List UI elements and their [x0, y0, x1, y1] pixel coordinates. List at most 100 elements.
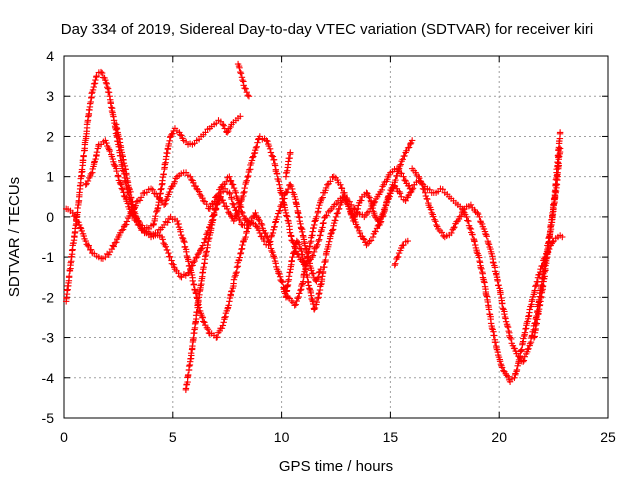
data-point [228, 287, 236, 295]
data-point [315, 274, 322, 281]
data-point [424, 195, 431, 203]
data-point [193, 308, 201, 316]
y-tick-label: -3 [42, 330, 55, 346]
data-point [113, 239, 120, 246]
data-point [276, 270, 283, 278]
data-point [377, 219, 384, 226]
data-point [265, 241, 272, 249]
data-point [319, 273, 326, 280]
chart-title: Day 334 of 2019, Sidereal Day-to-day VTE… [61, 21, 593, 38]
data-point [244, 173, 251, 181]
data-point [153, 208, 160, 216]
data-point [243, 221, 250, 229]
data-point [399, 156, 406, 163]
data-point [228, 195, 235, 203]
data-point [160, 221, 168, 229]
data-point [308, 267, 315, 274]
data-point [185, 269, 193, 276]
data-point [526, 306, 533, 313]
data-point [218, 325, 226, 332]
data-point [358, 197, 365, 204]
data-point [270, 156, 278, 163]
data-point [216, 193, 224, 200]
data-point [166, 253, 174, 260]
data-point [309, 252, 317, 259]
data-point [88, 90, 95, 97]
data-point [351, 212, 359, 220]
data-point [286, 269, 294, 276]
data-point [179, 234, 186, 241]
data-point [341, 193, 348, 200]
data-point [314, 208, 322, 215]
data-point [135, 218, 143, 226]
data-point [76, 189, 83, 196]
data-point [237, 113, 244, 120]
data-point [164, 219, 171, 226]
data-point [285, 273, 293, 280]
data-point [416, 175, 423, 182]
data-point [302, 266, 310, 274]
data-point [279, 278, 286, 286]
data-point [295, 293, 302, 301]
data-point [205, 235, 212, 243]
data-point [415, 173, 422, 180]
data-point [236, 216, 244, 224]
y-tick-label: 4 [46, 48, 54, 64]
data-point [162, 200, 169, 207]
data-point [241, 184, 248, 192]
data-point [260, 237, 268, 245]
data-point [92, 76, 99, 84]
data-point [292, 301, 299, 308]
data-point [366, 194, 373, 201]
data-point [402, 197, 409, 204]
data-point [200, 318, 207, 325]
data-point [269, 153, 277, 160]
data-point [352, 209, 360, 217]
data-point [219, 322, 227, 329]
data-point [439, 186, 446, 193]
data-point [474, 210, 482, 218]
data-point [136, 221, 144, 229]
data-point [253, 223, 260, 230]
data-point [395, 166, 402, 173]
data-point [363, 189, 370, 196]
data-point [104, 84, 111, 91]
data-point [298, 225, 305, 232]
data-point [93, 72, 100, 80]
data-point [297, 220, 304, 228]
data-point [405, 182, 413, 189]
data-point [191, 257, 198, 265]
data-point [277, 203, 284, 210]
data-point [150, 221, 157, 229]
data-point [354, 224, 361, 232]
data-point [408, 137, 416, 144]
data-point [210, 212, 218, 219]
data-point [85, 242, 92, 249]
data-point [258, 221, 266, 229]
data-point [237, 198, 245, 205]
data-point [136, 197, 144, 204]
data-point [253, 143, 260, 150]
data-point [401, 152, 408, 160]
data-points [62, 60, 566, 394]
data-point [135, 217, 142, 224]
data-point [316, 236, 323, 243]
data-point [118, 185, 125, 192]
x-tick-label: 15 [383, 429, 399, 445]
data-point [320, 219, 327, 227]
data-point [298, 228, 306, 236]
plot-frame [63, 55, 609, 419]
data-point [366, 238, 373, 245]
data-point [360, 235, 367, 242]
data-point [498, 364, 506, 371]
data-point [219, 121, 227, 128]
data-point [157, 186, 164, 193]
data-point [221, 314, 228, 321]
data-point [103, 139, 110, 147]
data-point [313, 298, 321, 306]
data-point [231, 273, 238, 281]
data-point [279, 198, 286, 206]
data-point [254, 139, 261, 146]
data-point [269, 229, 277, 237]
data-point [168, 131, 175, 139]
